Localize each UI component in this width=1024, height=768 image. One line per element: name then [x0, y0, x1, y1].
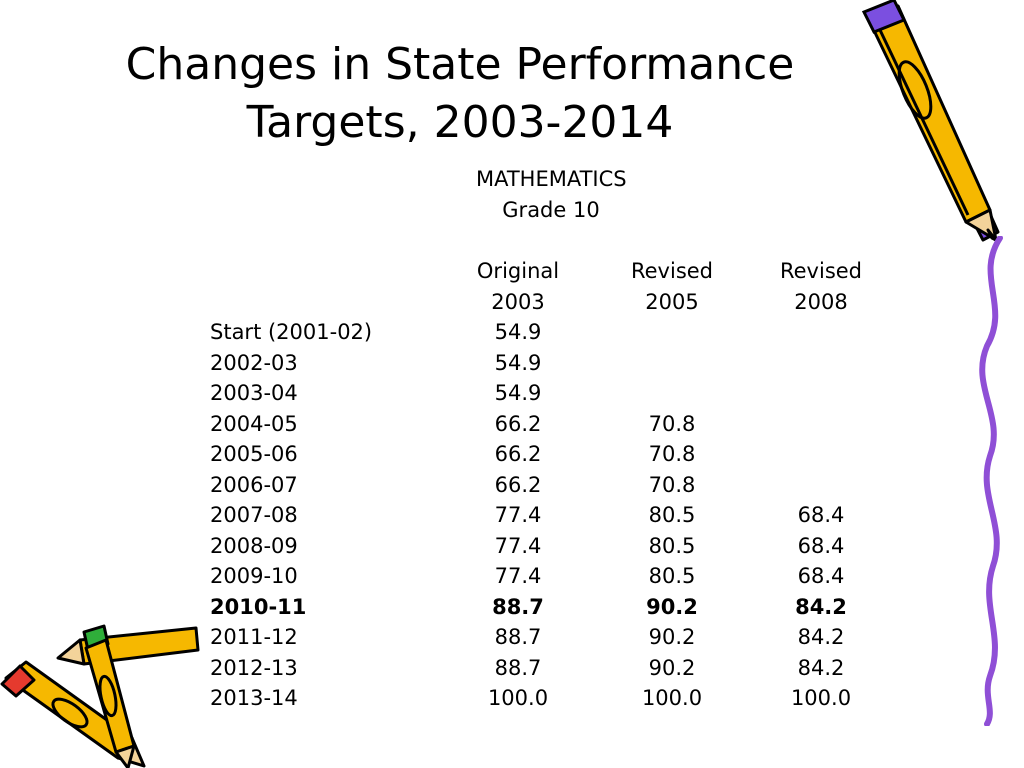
- row-label: 2009-10: [210, 564, 298, 588]
- value-original-2003: 100.0: [487, 686, 549, 710]
- row-label: 2013-14: [210, 686, 298, 710]
- column-header-original: Original: [476, 259, 560, 283]
- value-revised-2005: 90.2: [648, 655, 696, 680]
- squiggle-line: [979, 236, 1003, 726]
- value-revised-2008: 84.2: [795, 594, 847, 619]
- value-original-2003: 88.7: [494, 625, 542, 649]
- value-original-2003: 66.2: [494, 411, 542, 436]
- value-revised-2008: 68.4: [797, 533, 845, 558]
- row-label: 2010-11: [210, 594, 307, 619]
- row-label: 2003-04: [210, 381, 298, 405]
- value-revised-2005: 70.8: [648, 411, 696, 436]
- value-original-2003: 54.9: [494, 320, 542, 344]
- value-original-2003: 88.7: [492, 594, 544, 619]
- row-label: 2008-09: [210, 533, 298, 558]
- slide-title-line-2: Targets, 2003-2014: [246, 97, 674, 148]
- value-original-2003: 88.7: [494, 655, 542, 680]
- value-revised-2005: 90.2: [648, 625, 696, 649]
- value-revised-2008: 68.4: [797, 564, 845, 588]
- row-label: 2002-03: [210, 350, 298, 375]
- subject-heading: MATHEMATICS: [476, 167, 627, 191]
- row-label: 2007-08: [210, 503, 298, 527]
- value-revised-2005: 80.5: [648, 503, 696, 527]
- row-label: 2012-13: [210, 655, 298, 680]
- row-label: 2011-12: [210, 625, 298, 649]
- row-label: 2004-05: [210, 411, 298, 436]
- pencil-icon-purple: [861, 0, 1000, 242]
- column-header-revised-2008: Revised: [779, 259, 863, 283]
- pencil-group: [0, 624, 200, 768]
- value-revised-2008: 68.4: [797, 503, 845, 527]
- value-revised-2005: 80.5: [648, 564, 696, 588]
- value-revised-2008: 84.2: [797, 625, 845, 649]
- value-original-2003: 77.4: [494, 503, 542, 527]
- value-revised-2005: 70.8: [648, 472, 696, 497]
- row-label: 2005-06: [210, 442, 298, 466]
- value-original-2003: 66.2: [494, 442, 542, 466]
- row-label: 2006-07: [210, 472, 298, 497]
- column-header-year-2003: 2003: [491, 289, 545, 314]
- column-header-year-2008: 2008: [794, 289, 848, 314]
- value-original-2003: 54.9: [494, 381, 542, 405]
- value-revised-2005: 80.5: [648, 533, 696, 558]
- value-original-2003: 77.4: [494, 533, 542, 558]
- value-original-2003: 54.9: [494, 350, 542, 375]
- row-label: Start (2001-02): [210, 320, 373, 344]
- value-revised-2008: 84.2: [797, 655, 845, 680]
- value-original-2003: 77.4: [494, 564, 542, 588]
- slide-title-line-1: Changes in State Performance: [125, 39, 795, 90]
- slide-title: Changes in State Performance Targets, 20…: [60, 36, 860, 152]
- value-revised-2008: 100.0: [790, 686, 852, 710]
- value-revised-2005: 70.8: [648, 442, 696, 466]
- column-header-revised-2005: Revised: [630, 259, 714, 283]
- value-original-2003: 66.2: [494, 472, 542, 497]
- pencil-icon-yellow: [84, 638, 136, 768]
- value-revised-2005: 100.0: [641, 686, 703, 710]
- pencil-icon-green: [56, 624, 200, 666]
- value-revised-2005: 90.2: [646, 594, 698, 619]
- column-header-year-2005: 2005: [645, 289, 699, 314]
- grade-heading: Grade 10: [502, 198, 600, 222]
